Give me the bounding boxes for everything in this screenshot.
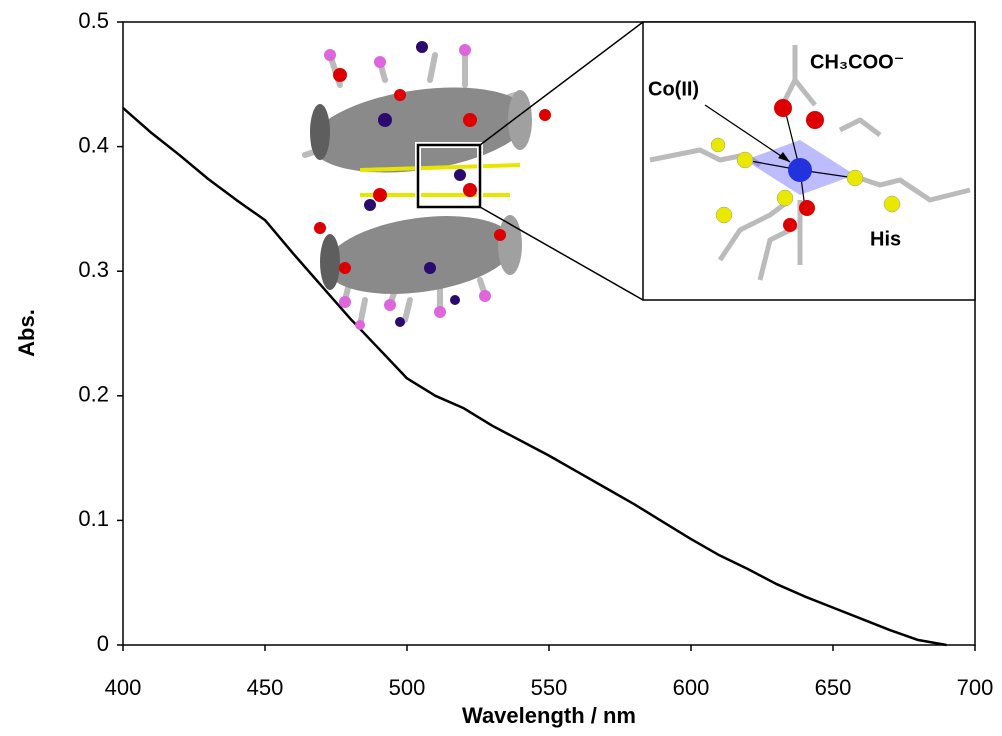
plot-area: 0 0.1 0.2 0.3 0.4 0.5 400 450 500 550 600 650 700: [78, 8, 993, 700]
data-line: [122, 107, 947, 647]
y-tick-label: 0.5: [78, 8, 109, 33]
y-axis-title: Abs.: [14, 309, 39, 357]
annotation: His: [870, 228, 901, 250]
protein-illustration: [302, 21, 644, 330]
x-tick-label: 600: [673, 675, 710, 700]
x-tick-label: 650: [815, 675, 852, 700]
x-axis-title: Wavelength / nm: [462, 703, 636, 728]
y-tick-label: 0.3: [78, 257, 109, 282]
x-tick-label: 550: [531, 675, 568, 700]
annotation: CH₃COO⁻: [810, 51, 904, 73]
y-tick-label: 0.4: [78, 132, 109, 157]
inset-metal-site: Co(II) CH₃COO⁻ His: [642, 21, 976, 301]
x-tick-label: 700: [957, 675, 994, 700]
y-tick-label: 0.2: [78, 382, 109, 407]
annotation: Co(II): [648, 78, 699, 100]
x-tick-label: 450: [247, 675, 284, 700]
x-tick-label: 400: [105, 675, 142, 700]
x-tick-label: 500: [389, 675, 426, 700]
y-tick-label: 0.1: [78, 506, 109, 531]
y-tick-label: 0: [97, 631, 109, 656]
